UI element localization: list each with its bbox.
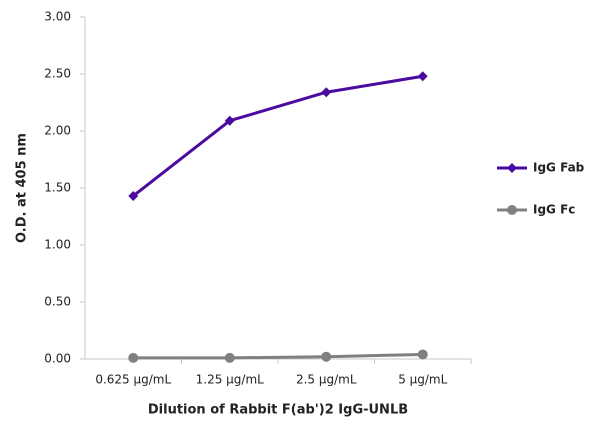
legend-marker xyxy=(507,205,517,215)
legend-marker xyxy=(507,163,517,173)
data-point xyxy=(128,190,139,201)
data-point xyxy=(417,71,428,82)
data-point xyxy=(128,352,139,363)
y-tick-label: 0.00 xyxy=(44,352,71,366)
y-tick-label: 1.00 xyxy=(44,238,71,252)
legend-label: IgG Fab xyxy=(533,161,585,175)
legend-label: IgG Fc xyxy=(533,203,575,217)
series-line xyxy=(133,352,423,360)
y-tick-label: 2.00 xyxy=(44,124,71,138)
y-tick-label: 3.00 xyxy=(44,10,71,24)
y-axis-title: O.D. at 405 nm xyxy=(15,133,30,243)
data-point xyxy=(321,87,332,98)
x-axis-title: Dilution of Rabbit F(ab')2 IgG-UNLB xyxy=(148,403,408,418)
x-tick-label: 2.5 µg/mL xyxy=(296,373,357,387)
x-tick-label: 0.625 µg/mL xyxy=(95,373,171,387)
y-tick-label: 0.50 xyxy=(44,295,71,309)
series-line xyxy=(132,74,423,198)
y-tick-label: 1.50 xyxy=(44,181,71,195)
data-point xyxy=(417,349,428,360)
data-point xyxy=(224,352,235,363)
y-tick-label: 2.50 xyxy=(44,67,71,81)
data-point xyxy=(321,351,332,362)
x-tick-label: 1.25 µg/mL xyxy=(196,373,265,387)
data-point xyxy=(224,115,235,126)
x-tick-label: 5 µg/mL xyxy=(398,373,447,387)
